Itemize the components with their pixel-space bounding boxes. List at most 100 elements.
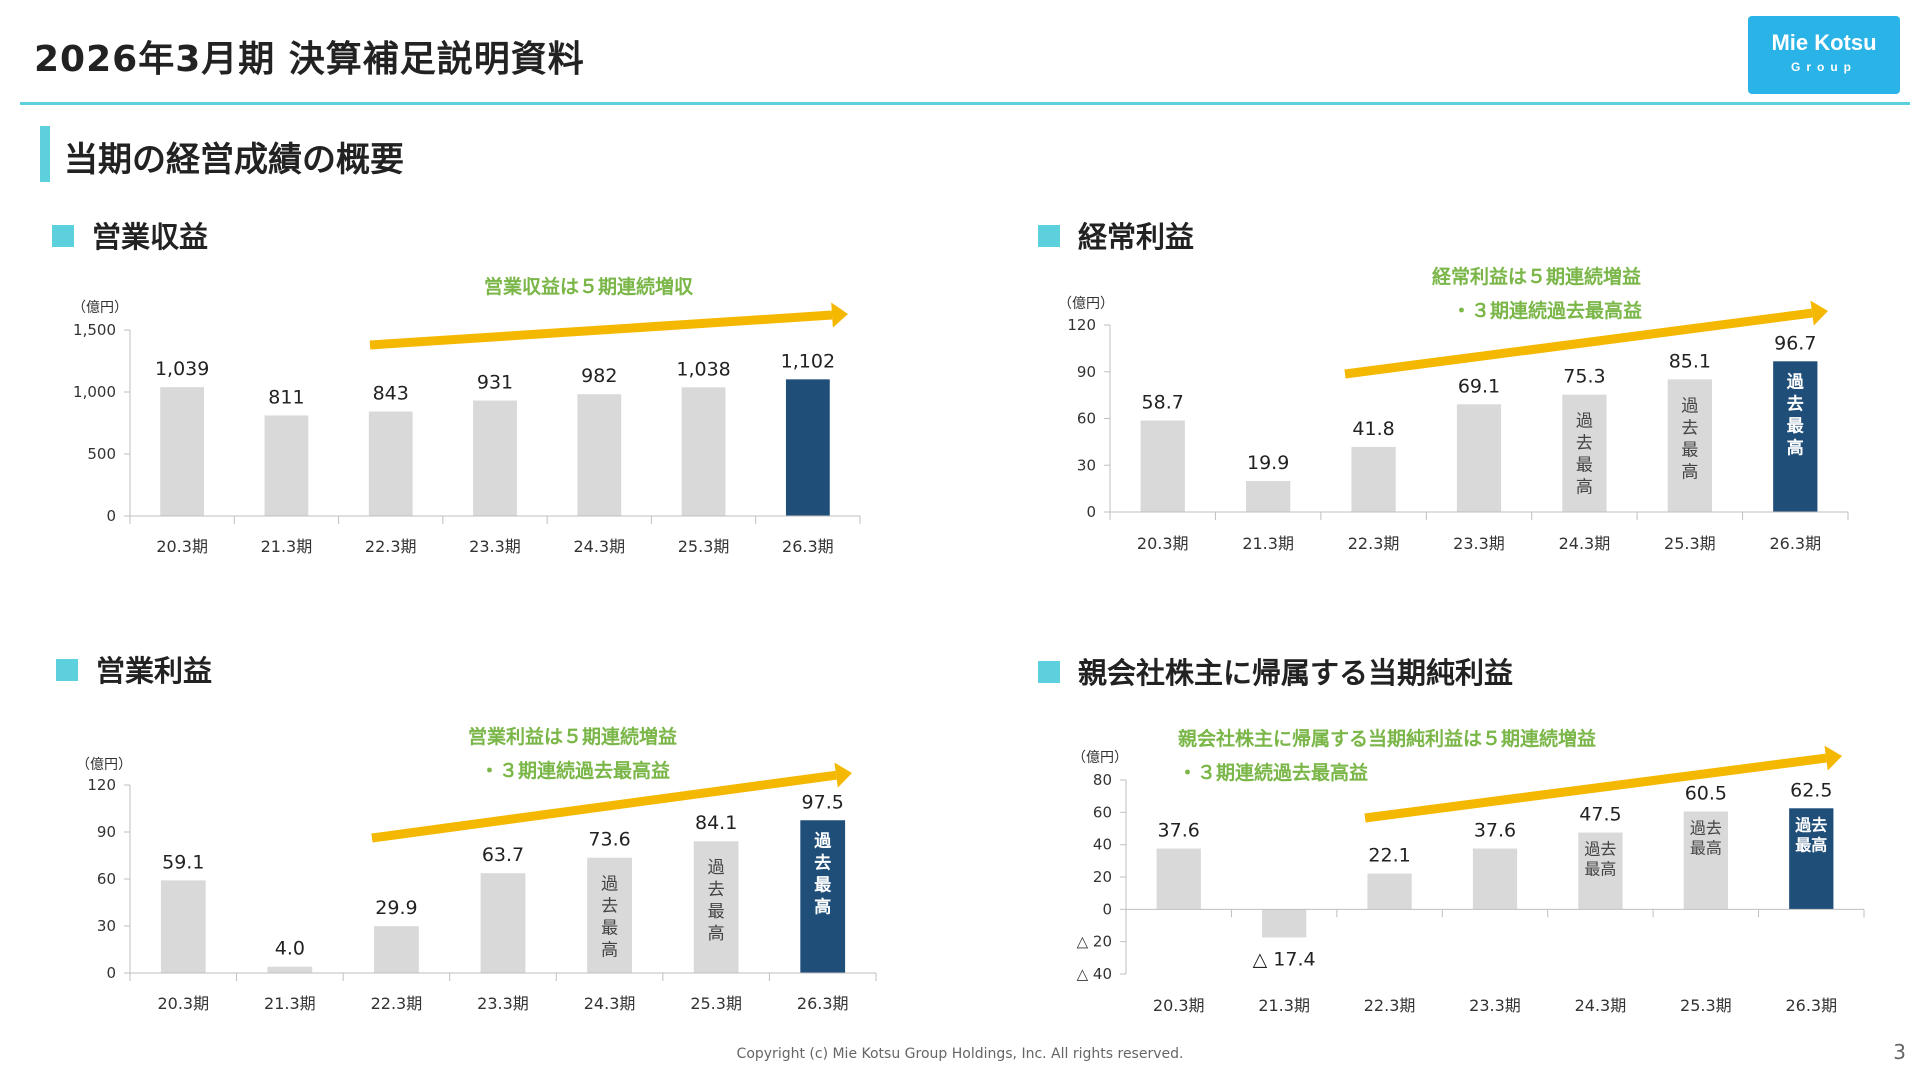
panel-title: 経常利益	[1038, 214, 1194, 256]
x-tick-label: 26.3期	[1785, 996, 1837, 1015]
data-label: 37.6	[1158, 820, 1200, 842]
x-tick-label: 23.3期	[1453, 534, 1505, 553]
x-tick-label: 21.3期	[1242, 534, 1294, 553]
bar	[1140, 420, 1185, 512]
x-tick-label: 25.3期	[1664, 534, 1716, 553]
bar-note-label: 過去最高	[1584, 840, 1616, 879]
panel-title: 営業利益	[56, 648, 212, 690]
bullet-square-icon	[1038, 225, 1060, 247]
y-tick-label: 30	[97, 917, 116, 935]
section-title: 当期の経営成績の概要	[64, 140, 404, 180]
bar-note-label: 過去最高	[1794, 815, 1827, 854]
data-label: 75.3	[1563, 366, 1605, 388]
bar	[785, 379, 830, 516]
unit-label: （億円）	[76, 757, 132, 773]
data-label: 47.5	[1579, 804, 1621, 826]
data-label: 73.6	[588, 829, 630, 851]
page-title: 2026年3月期 決算補足説明資料	[34, 39, 585, 80]
y-tick-label: 1,000	[73, 383, 116, 401]
bar	[681, 387, 726, 516]
section-accent-bar	[40, 126, 50, 182]
x-tick-label: 20.3期	[1153, 996, 1205, 1015]
data-label: 1,039	[155, 358, 209, 380]
bar	[1562, 394, 1607, 512]
annotation-line: 経常利益は５期連続増益	[1432, 266, 1642, 288]
data-label: 97.5	[802, 791, 844, 813]
x-tick-label: 25.3期	[690, 994, 742, 1013]
bar-note-label: 過去最高	[1681, 396, 1698, 482]
logo-text: Mie Kotsu	[1771, 30, 1877, 55]
bar	[368, 411, 413, 516]
bar	[1156, 848, 1201, 910]
x-tick-label: 24.3期	[573, 537, 625, 556]
x-tick-label: 23.3期	[477, 994, 529, 1013]
x-tick-label: 22.3期	[1364, 996, 1416, 1015]
bar	[1773, 361, 1818, 512]
trend-arrow-head	[1810, 300, 1828, 326]
logo-subtext: Group	[1791, 60, 1857, 74]
y-tick-label: 60	[1093, 803, 1112, 821]
bar	[374, 926, 419, 973]
trend-arrow-line	[369, 310, 833, 350]
x-tick-label: 20.3期	[1137, 534, 1189, 553]
x-tick-label: 26.3期	[1769, 534, 1821, 553]
x-tick-label: 22.3期	[371, 994, 423, 1013]
bullet-square-icon	[56, 659, 78, 681]
x-tick-label: 25.3期	[1680, 996, 1732, 1015]
bar	[160, 387, 205, 516]
x-tick-label: 20.3期	[156, 537, 208, 556]
y-tick-label: 20	[1093, 868, 1112, 886]
data-label: 843	[373, 382, 409, 404]
bar-note-label: 過去最高	[1576, 412, 1593, 498]
bar-note-label: 過去最高	[814, 831, 832, 917]
bar-note-label: 過去最高	[601, 875, 618, 961]
x-tick-label: 21.3期	[261, 537, 313, 556]
y-tick-label: 90	[1077, 363, 1096, 381]
y-tick-label: △ 40	[1077, 965, 1112, 983]
data-label: 1,102	[781, 350, 835, 372]
x-tick-label: 22.3期	[1348, 534, 1400, 553]
bar	[800, 820, 846, 973]
bar	[1262, 909, 1307, 938]
x-tick-label: 26.3期	[782, 537, 834, 556]
x-tick-label: 21.3期	[1258, 996, 1310, 1015]
trend-arrow-line	[1364, 753, 1827, 823]
bar	[1667, 379, 1712, 512]
annotation-line: ・３期連続過去最高益	[1178, 762, 1369, 784]
trend-arrow-head	[834, 762, 852, 788]
bar	[1789, 808, 1834, 910]
panel-title-text: 親会社株主に帰属する当期純利益	[1078, 656, 1514, 690]
data-label: 60.5	[1685, 783, 1727, 805]
x-tick-label: 23.3期	[1469, 996, 1521, 1015]
bar	[264, 415, 309, 516]
x-tick-label: 26.3期	[797, 994, 849, 1013]
data-label: 63.7	[482, 844, 524, 866]
bar	[1472, 848, 1518, 910]
panel-title-text: 営業収益	[92, 220, 209, 254]
annotation-line: ・３期連続過去最高益	[1452, 300, 1643, 322]
panel-annotation: 親会社株主に帰属する当期純利益は５期連続増益 ・３期連続過去最高益	[1178, 722, 1596, 790]
bar	[577, 394, 622, 516]
data-label: 85.1	[1669, 350, 1711, 372]
page-number: 3	[1893, 1040, 1906, 1064]
x-tick-label: 24.3期	[584, 994, 636, 1013]
bar	[473, 400, 517, 516]
data-label: 59.1	[162, 851, 204, 873]
y-tick-label: 1,500	[73, 321, 116, 339]
y-tick-label: 0	[1086, 503, 1096, 521]
data-label: 982	[581, 365, 617, 387]
panel-title: 親会社株主に帰属する当期純利益	[1038, 650, 1513, 692]
bar	[1367, 873, 1412, 910]
x-tick-label: 23.3期	[469, 537, 521, 556]
unit-label: （億円）	[72, 300, 128, 316]
trend-arrow-line	[1344, 308, 1813, 379]
y-tick-label: 120	[87, 776, 116, 794]
data-label: 931	[477, 372, 513, 394]
data-label: 69.1	[1458, 375, 1500, 397]
trend-arrow-line	[371, 770, 837, 843]
x-tick-label: 25.3期	[678, 537, 730, 556]
panel-title-text: 経常利益	[1078, 220, 1195, 254]
